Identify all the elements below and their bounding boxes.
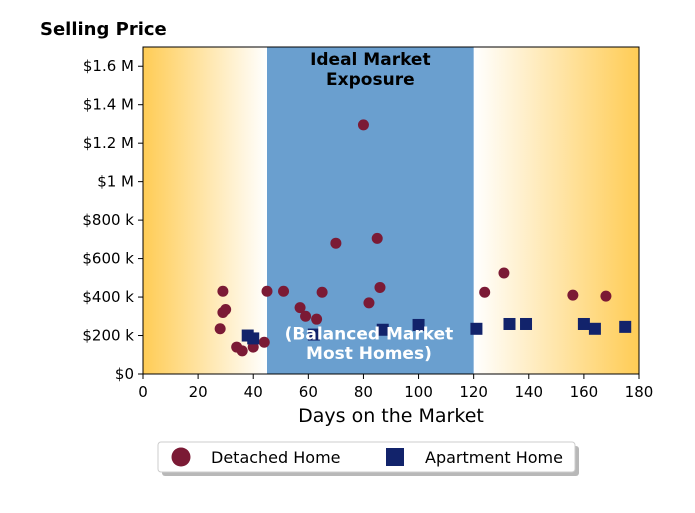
apartment-point [470,322,483,335]
x-axis: 0 20 40 60 80 100 120 140 160 180 [138,374,653,401]
detached-point [374,281,386,293]
x-axis-label: Days on the Market [298,405,484,427]
detached-point [600,290,612,302]
x-tick-label: 120 [459,383,488,401]
apartment-point [376,323,389,336]
detached-point [236,345,248,357]
data-points [214,119,632,357]
apartment-point [619,320,632,333]
x-tick-label: 20 [189,383,208,401]
legend-detached-label: Detached Home [211,448,341,467]
chart-title: Selling Price [40,19,167,40]
annotation-line2: Most Homes) [306,344,432,364]
detached-point [316,286,328,298]
right-gradient [473,47,639,374]
detached-point [217,285,229,297]
detached-point [371,232,383,244]
apartment-point [577,317,590,330]
x-tick-label: 180 [625,383,654,401]
y-tick-label: $600 k [82,250,134,268]
detached-point [214,323,226,335]
detached-point [258,336,270,348]
detached-point [294,302,306,314]
annotation-line1: (Balanced Market [285,325,454,345]
band-label-line2: Exposure [326,70,415,90]
band-label-line1: Ideal Market [310,50,431,70]
y-tick-label: $400 k [82,288,134,306]
detached-point [479,286,491,298]
apartment-point [247,332,260,345]
y-tick-label: $1.4 M [83,96,134,114]
x-tick-label: 160 [570,383,599,401]
x-tick-label: 140 [514,383,543,401]
legend-box [157,441,576,473]
x-tick-label: 80 [354,383,373,401]
detached-point [363,297,375,309]
apartment-point [503,317,516,330]
detached-point [330,237,342,249]
detached-point [220,304,232,316]
apartment-point [520,317,533,330]
legend-apartment-label: Apartment Home [425,448,563,467]
legend-apartment-marker [386,448,404,466]
apartment-point [412,318,425,331]
y-tick-label: $200 k [82,327,134,345]
y-tick-label: $800 k [82,211,134,229]
y-tick-label: $0 [115,365,134,383]
detached-point [300,310,312,322]
detached-point [357,119,369,131]
left-gradient [143,47,267,374]
detached-point [261,285,273,297]
x-tick-label: 0 [138,383,148,401]
x-tick-label: 60 [299,383,318,401]
y-tick-label: $1 M [97,173,134,191]
plot-background [143,47,639,374]
apartment-point [588,322,601,335]
x-tick-label: 100 [404,383,433,401]
legend-detached-marker [171,447,191,467]
apartment-point [307,328,320,341]
y-tick-label: $1.2 M [83,134,134,152]
detached-point [311,313,323,325]
detached-point [567,289,579,301]
detached-point [278,285,290,297]
detached-point [498,267,510,279]
x-tick-label: 40 [244,383,263,401]
plot-frame [142,46,640,375]
legend: Detached Home Apartment Home [157,441,579,476]
y-tick-label: $1.6 M [83,57,134,75]
y-axis: $0 $200 k $400 k $600 k $800 k $1 M $1.2 M $1.4… [82,57,143,383]
